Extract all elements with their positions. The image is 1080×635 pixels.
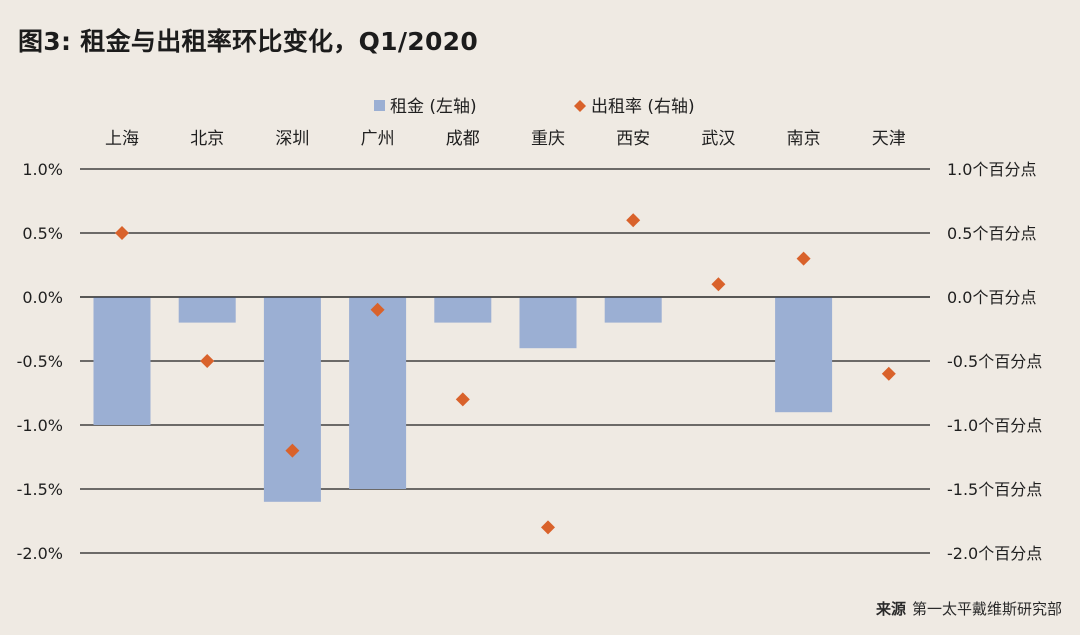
source-label: 来源 (875, 600, 906, 618)
right-tick-label: -1.5个百分点 (947, 480, 1042, 499)
right-tick-label: 0.5个百分点 (947, 224, 1036, 243)
category-label: 上海 (105, 129, 139, 149)
right-tick-label: -0.5个百分点 (947, 352, 1042, 371)
left-axis: 1.0% 0.5% 0.0% -0.5% -1.0% -1.5% -2.0% (17, 160, 63, 563)
diamond-marker (455, 392, 470, 407)
category-label: 广州 (361, 129, 395, 149)
bar (263, 297, 321, 502)
left-tick-label: 0.5% (22, 224, 63, 243)
diamond-marker (115, 226, 129, 240)
diamond-marker (541, 520, 555, 535)
bar (519, 297, 577, 349)
category-label: 深圳 (275, 129, 309, 149)
category-label: 南京 (787, 129, 821, 149)
diamond-marker (200, 354, 215, 368)
diamond-marker (370, 302, 385, 317)
chart-title: 图3: 租金与出租率环比变化，Q1/2020 (18, 27, 479, 56)
legend-swatch-diamond (574, 100, 586, 112)
bar (349, 297, 407, 489)
bar (178, 297, 236, 323)
bar (434, 297, 492, 323)
left-tick-label: 0.0% (22, 288, 63, 307)
category-label: 成都 (446, 129, 480, 149)
diamond-marker (711, 277, 726, 292)
category-label: 武汉 (701, 129, 735, 149)
diamond-marker (881, 366, 896, 381)
diamond-marker (626, 213, 641, 228)
right-tick-label: -2.0个百分点 (947, 544, 1042, 563)
legend-label: 租金 (左轴) (390, 97, 477, 117)
legend-label: 出租率 (右轴) (591, 97, 695, 117)
bar (604, 297, 662, 323)
right-tick-label: 0.0个百分点 (947, 288, 1036, 307)
left-tick-label: -0.5% (17, 352, 63, 371)
right-tick-label: 1.0个百分点 (947, 160, 1036, 179)
category-label: 西安 (616, 129, 650, 149)
source-note: 来源 第一太平戴维斯研究部 (876, 598, 1062, 619)
category-label: 北京 (190, 129, 224, 149)
right-axis: 1.0个百分点 0.5个百分点 0.0个百分点 -0.5个百分点 -1.0个百分点 -1.… (947, 160, 1042, 563)
category-labels: 上海 北京 深圳 广州 成都 重庆 西安 武汉 南京 天津 (105, 129, 906, 149)
source-text: 第一太平戴维斯研究部 (911, 600, 1062, 618)
left-tick-label: -1.5% (17, 480, 63, 499)
legend-swatch-bar (374, 100, 385, 111)
bar (775, 297, 833, 413)
left-tick-label: -2.0% (17, 544, 63, 563)
bar (93, 297, 151, 425)
diamond-marker (796, 251, 811, 266)
category-label: 重庆 (531, 129, 565, 149)
bar-series (80, 296, 930, 502)
diamond-marker (285, 443, 300, 458)
right-tick-label: -1.0个百分点 (947, 416, 1042, 435)
left-tick-label: -1.0% (17, 416, 63, 435)
category-label: 天津 (872, 129, 906, 149)
left-tick-label: 1.0% (22, 160, 63, 179)
legend: 租金 (左轴) 出租率 (右轴) (374, 97, 695, 117)
marker-series (115, 213, 896, 535)
